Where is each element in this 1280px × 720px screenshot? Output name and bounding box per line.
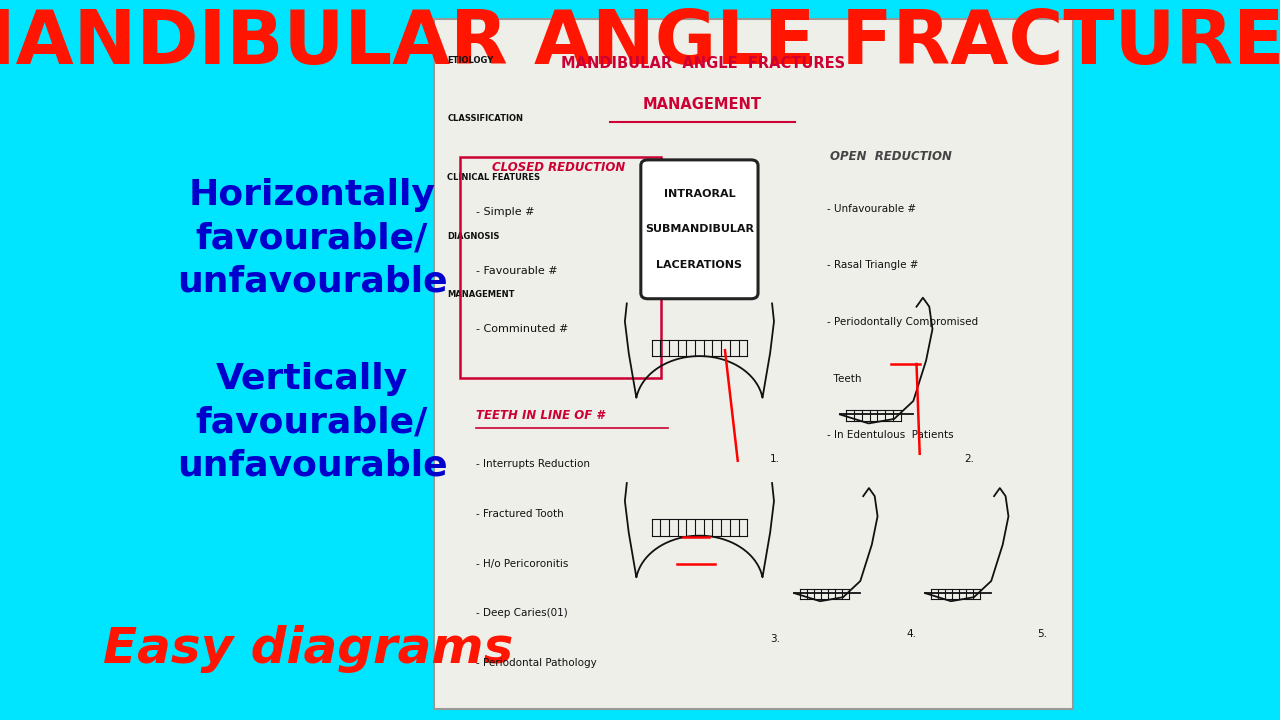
Text: INTRAORAL: INTRAORAL [663,189,735,199]
Text: MANAGEMENT: MANAGEMENT [447,290,515,300]
Text: - Unfavourable #: - Unfavourable # [827,204,916,214]
Text: DIAGNOSIS: DIAGNOSIS [447,232,499,240]
FancyBboxPatch shape [434,19,1073,709]
Text: - In Edentulous  Patients: - In Edentulous Patients [827,430,954,440]
Text: Teeth: Teeth [827,374,861,384]
Text: 2.: 2. [964,454,974,464]
Text: - Interrupts Reduction: - Interrupts Reduction [476,459,590,469]
Text: - Simple #: - Simple # [476,207,535,217]
Text: CLINICAL FEATURES: CLINICAL FEATURES [447,173,540,182]
Text: - Periodontally Compromised: - Periodontally Compromised [827,317,978,327]
Text: MANAGEMENT: MANAGEMENT [643,97,762,112]
Text: - Deep Caries(01): - Deep Caries(01) [476,608,568,618]
Text: Vertically
favourable/
unfavourable: Vertically favourable/ unfavourable [177,362,447,483]
Text: OPEN  REDUCTION: OPEN REDUCTION [831,150,952,163]
Text: - Comminuted #: - Comminuted # [476,325,568,335]
Text: CLASSIFICATION: CLASSIFICATION [447,114,524,123]
Text: MANDIBULAR ANGLE FRACTURES: MANDIBULAR ANGLE FRACTURES [0,7,1280,80]
Text: TEETH IN LINE OF #: TEETH IN LINE OF # [476,409,604,423]
Text: - H/o Pericoronitis: - H/o Pericoronitis [476,559,568,569]
Text: 3.: 3. [769,634,780,644]
Text: - Periodontal Pathology: - Periodontal Pathology [476,658,596,668]
Text: 4.: 4. [906,629,916,639]
Text: CLOSED REDUCTION: CLOSED REDUCTION [493,161,626,174]
Text: - Rasal Triangle #: - Rasal Triangle # [827,260,919,270]
Text: - Fractured Tooth: - Fractured Tooth [476,509,563,519]
Text: MANDIBULAR  ANGLE  FRACTURES: MANDIBULAR ANGLE FRACTURES [561,56,845,71]
Text: LACERATIONS: LACERATIONS [657,260,742,270]
Text: ETIOLOGY: ETIOLOGY [447,55,494,65]
Text: 5.: 5. [1037,629,1047,639]
Bar [460,157,662,378]
Text: Easy diagrams: Easy diagrams [102,625,513,673]
Text: - Favourable #: - Favourable # [476,266,558,276]
Text: 1.: 1. [769,454,780,464]
Text: SUBMANDIBULAR: SUBMANDIBULAR [645,225,754,234]
Text: Horizontally
favourable/
unfavourable: Horizontally favourable/ unfavourable [177,178,447,299]
FancyBboxPatch shape [641,160,758,299]
